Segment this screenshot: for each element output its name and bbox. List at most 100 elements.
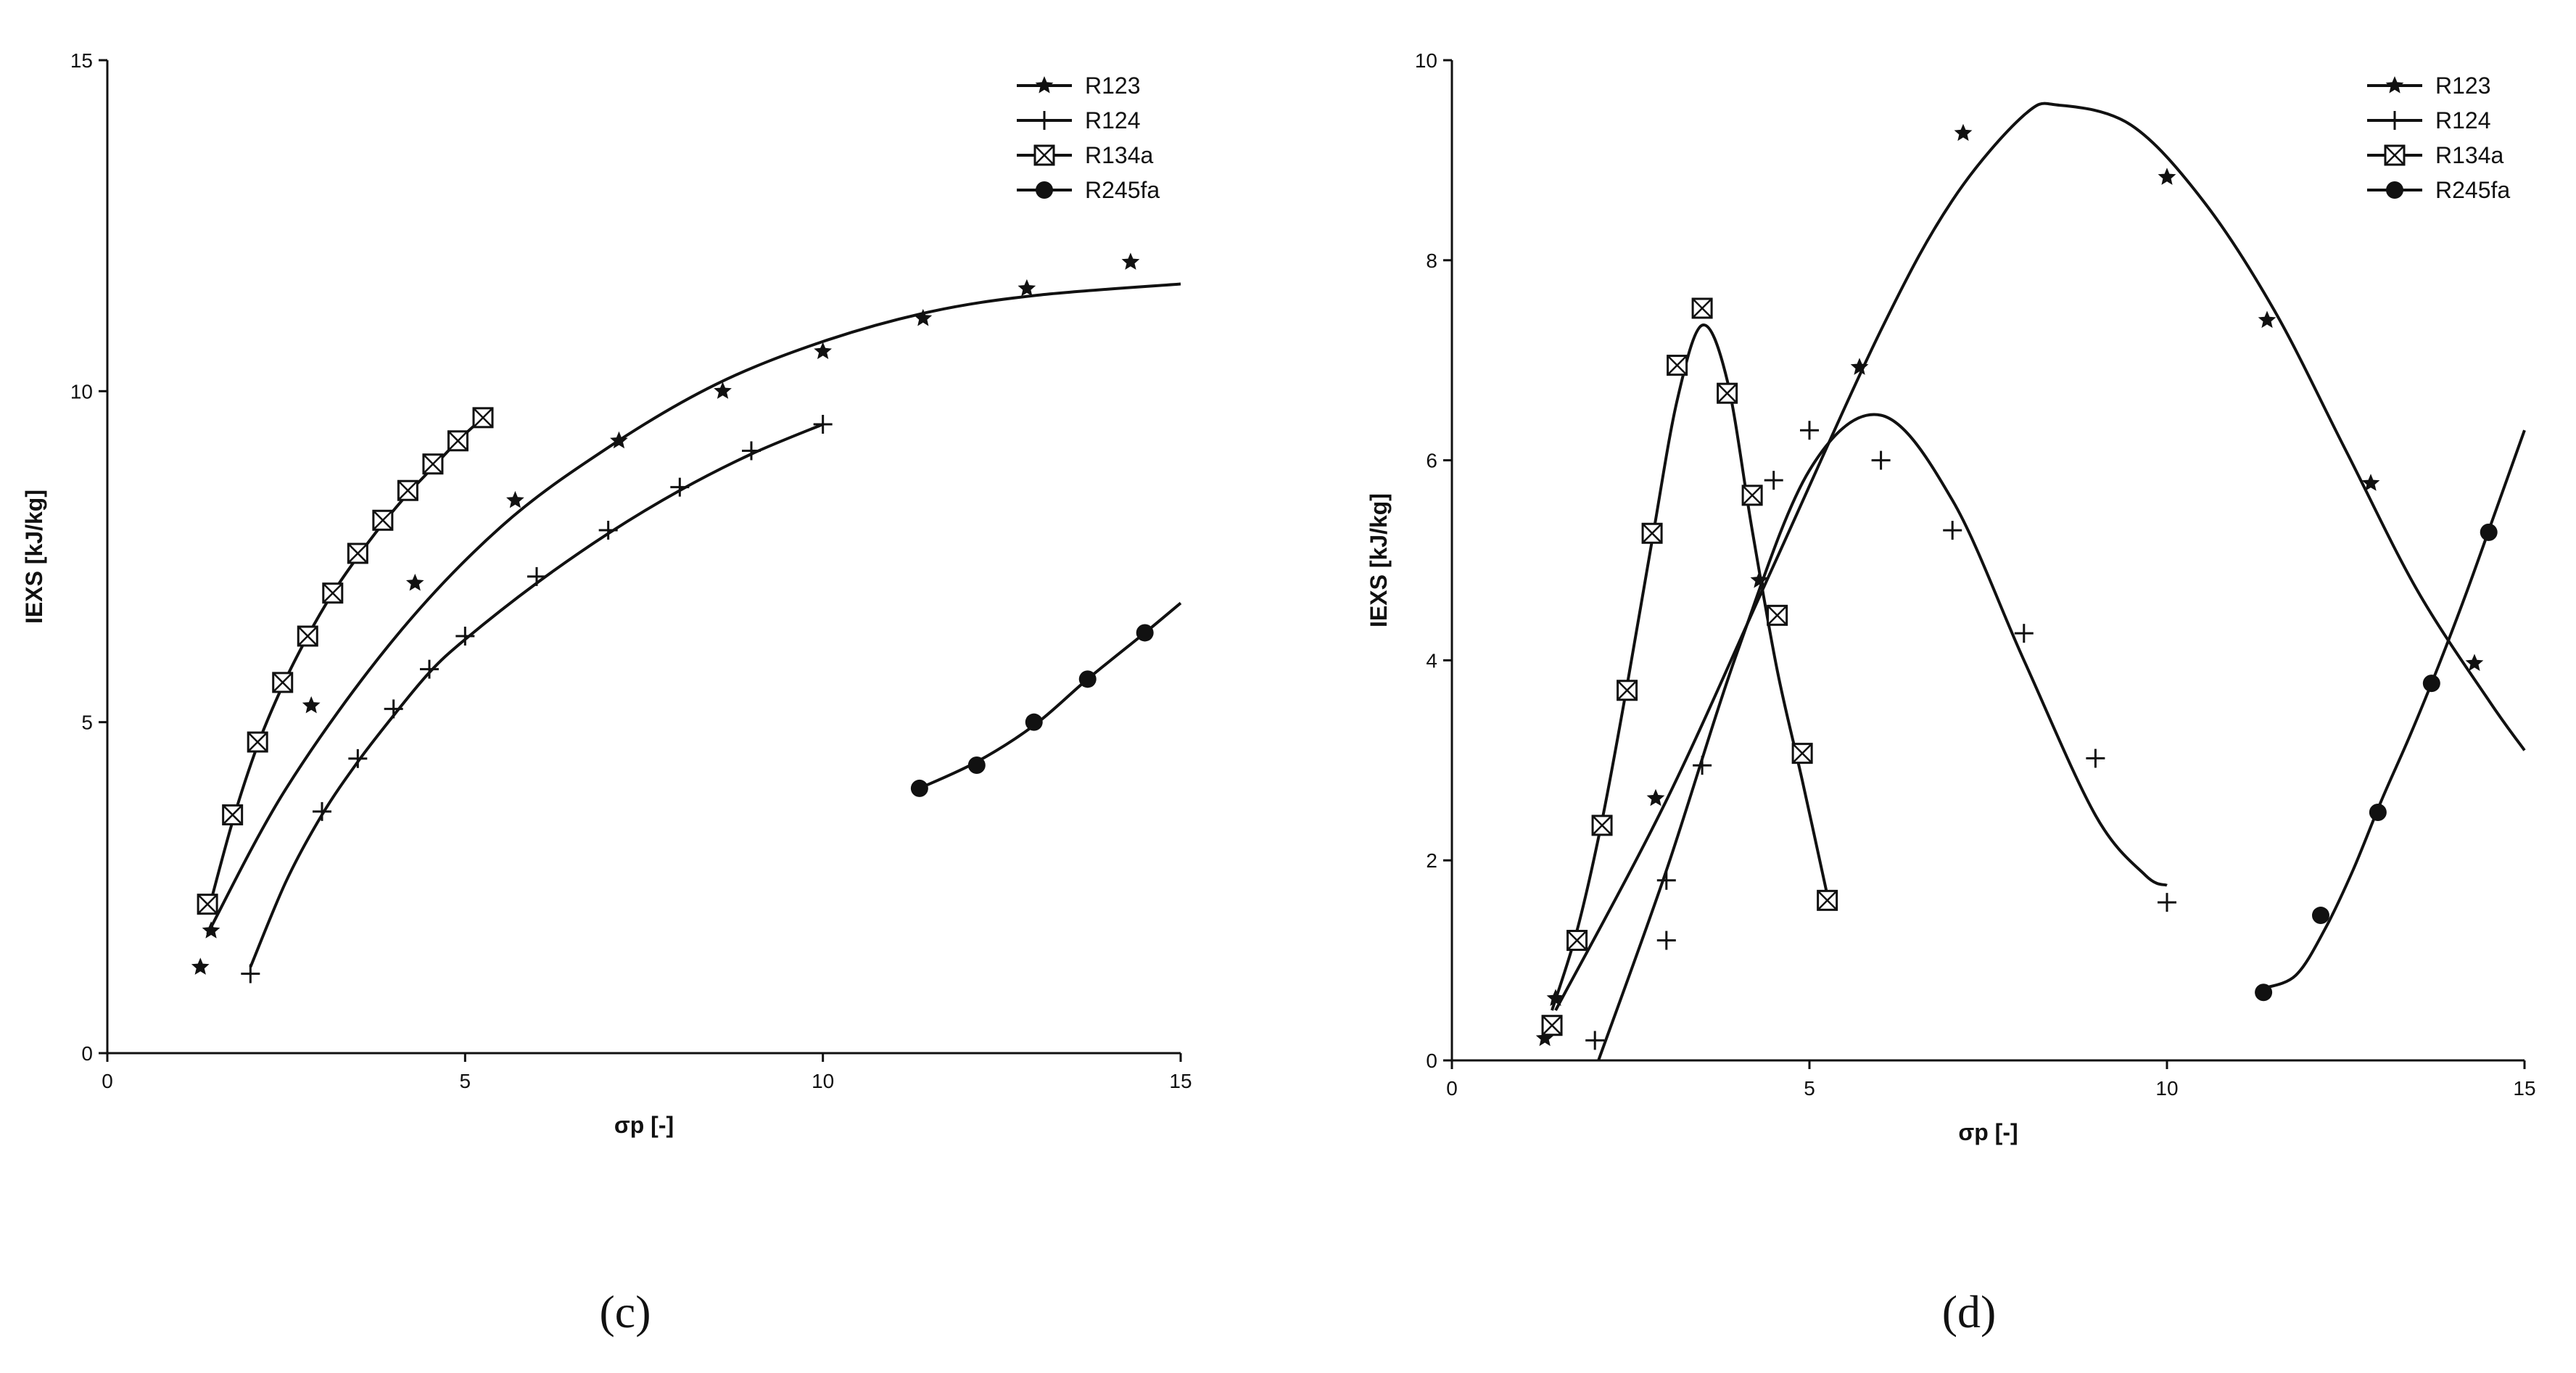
data-point <box>1817 889 1838 911</box>
series-r134a <box>197 407 494 915</box>
x-axis-label: σp [-] <box>1958 1119 2018 1145</box>
y-axis-label: IEXS [kJ/kg] <box>21 490 47 624</box>
x-tick-label: 5 <box>1804 1077 1815 1100</box>
series-r123 <box>191 252 1181 975</box>
fit-curve <box>2263 429 2526 990</box>
data-point <box>670 477 690 497</box>
series-r124 <box>241 414 833 984</box>
data-point <box>1717 382 1738 404</box>
y-tick-label: 6 <box>1426 450 1437 472</box>
data-point <box>1791 743 1813 764</box>
data-point <box>202 921 220 939</box>
data-point <box>2255 984 2273 1002</box>
panel-label: (c) <box>599 1286 651 1337</box>
fit-curve <box>206 282 1181 935</box>
data-point <box>527 566 546 586</box>
fit-curve <box>1554 102 2526 1011</box>
legend-entry: R245fa <box>1017 177 1160 203</box>
y-tick-label: 10 <box>70 380 93 403</box>
legend-entry: R123 <box>1017 73 1141 99</box>
legend-marker <box>2385 76 2404 94</box>
data-point <box>2422 675 2440 693</box>
data-point <box>1691 297 1713 319</box>
data-point <box>1535 1028 1554 1047</box>
y-tick-label: 4 <box>1426 649 1437 672</box>
legend-label: R124 <box>2435 107 2491 133</box>
data-point <box>1656 931 1676 950</box>
data-point <box>1656 870 1676 890</box>
legend-label: R245fa <box>2435 177 2510 203</box>
data-point <box>348 749 368 768</box>
y-tick-label: 8 <box>1426 250 1437 272</box>
data-point <box>447 430 468 452</box>
y-tick-label: 0 <box>1426 1050 1437 1072</box>
data-point <box>405 574 424 591</box>
data-point <box>1764 471 1783 490</box>
data-point <box>1871 450 1891 470</box>
data-point <box>197 894 218 915</box>
data-point <box>610 431 628 449</box>
data-point <box>2258 310 2276 329</box>
chart-panel-d: (d) 0 5 10 15 0 2 4 6 8 10 σp [-] IEXS [kJ/kg] R123 R… <box>1366 49 2536 1337</box>
data-point <box>506 490 524 508</box>
y-tick-label: 15 <box>70 49 93 72</box>
data-point <box>1954 123 1973 141</box>
data-point <box>397 479 418 501</box>
legend-label: R245fa <box>1085 177 1160 203</box>
data-point <box>191 957 210 975</box>
data-point <box>422 453 444 475</box>
fit-curve <box>1551 323 1829 1011</box>
x-tick-label: 0 <box>1446 1077 1458 1100</box>
legend-label: R134a <box>2435 142 2504 168</box>
x-tick-label: 15 <box>1169 1070 1192 1092</box>
data-point <box>1693 756 1712 775</box>
y-tick-label: 5 <box>81 712 93 734</box>
data-point <box>247 731 268 753</box>
data-point <box>384 699 403 719</box>
data-point <box>1641 522 1663 544</box>
series-r124 <box>1585 413 2176 1061</box>
chart-panel-c: (c) 0 5 10 15 0 5 10 15 σp [-] IEXS [kJ/kg] R123 R1… <box>21 49 1192 1337</box>
data-point <box>2480 523 2498 541</box>
data-point <box>1646 788 1665 807</box>
data-point <box>742 441 761 461</box>
legend-marker <box>1033 144 1055 166</box>
data-point <box>2369 804 2387 822</box>
x-tick-label: 5 <box>460 1070 471 1092</box>
legend-marker <box>1036 181 1053 199</box>
data-point <box>1541 1015 1563 1036</box>
data-point <box>1667 355 1688 376</box>
data-point <box>455 627 475 646</box>
data-point <box>1800 421 1819 440</box>
data-point <box>2465 653 2484 672</box>
data-point <box>1566 930 1588 952</box>
data-point <box>1943 521 1962 540</box>
data-point <box>1585 1031 1605 1050</box>
data-point <box>297 625 318 647</box>
legend-entry: R134a <box>2367 142 2504 168</box>
y-tick-label: 0 <box>81 1042 93 1065</box>
series-r245fa <box>2255 429 2526 1002</box>
data-point <box>2361 474 2380 491</box>
data-point <box>347 543 368 564</box>
data-point <box>1121 252 1140 270</box>
data-point <box>598 520 618 540</box>
data-point <box>372 509 394 531</box>
legend-marker <box>2384 144 2406 166</box>
data-point <box>910 779 928 797</box>
data-point <box>1078 670 1097 688</box>
data-point <box>313 801 331 821</box>
legend-label: R123 <box>1085 73 1141 99</box>
data-point <box>2158 168 2176 185</box>
legend-marker <box>1035 76 1054 94</box>
legend-marker <box>2386 181 2403 199</box>
data-point <box>2014 624 2034 643</box>
legend-label: R124 <box>1085 107 1141 133</box>
data-point <box>222 804 244 825</box>
data-point <box>1767 604 1788 626</box>
data-point <box>1591 815 1613 836</box>
data-point <box>2158 893 2176 912</box>
legend-label: R123 <box>2435 73 2491 99</box>
x-tick-label: 15 <box>2513 1077 2535 1100</box>
